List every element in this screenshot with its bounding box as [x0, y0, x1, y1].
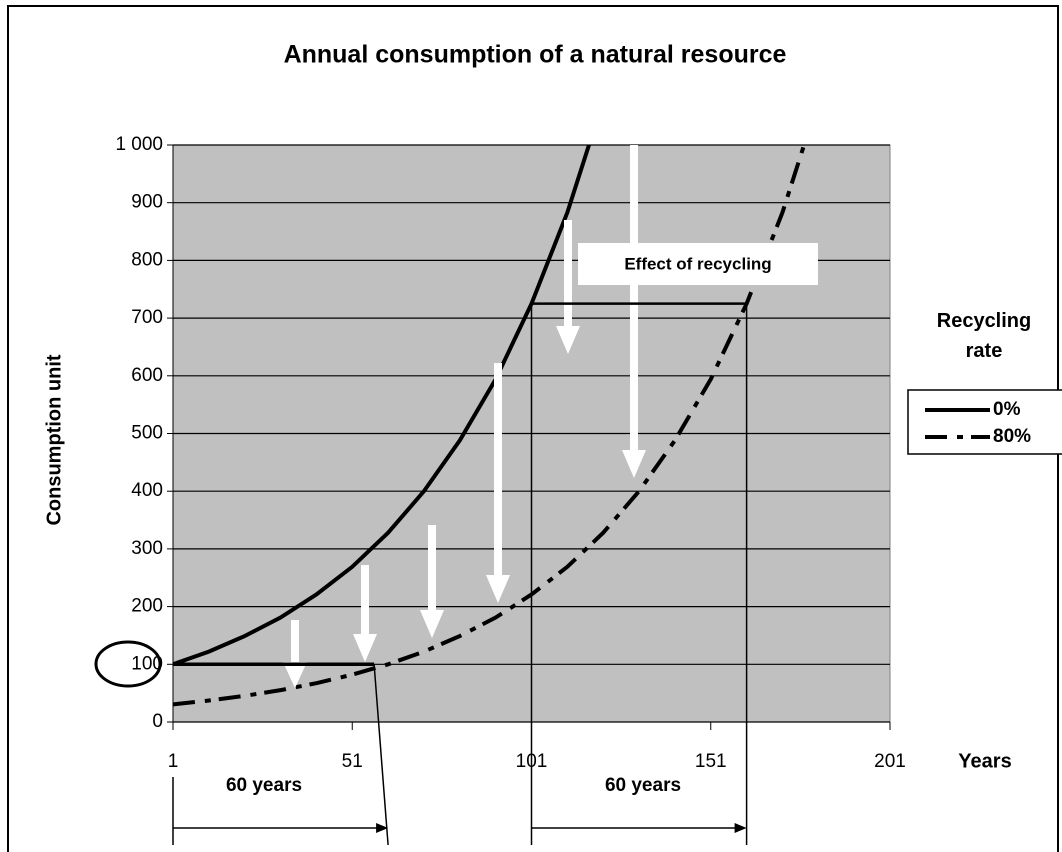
span-arrow-head	[734, 823, 747, 833]
x-tick-label: 1	[168, 751, 179, 772]
y-tick-label: 0	[152, 711, 163, 732]
annotations	[172, 302, 748, 846]
recycling-arrows	[283, 145, 646, 688]
x-tick-label: 201	[874, 751, 906, 772]
highlight-circle	[94, 640, 162, 688]
y-tick-label: 200	[131, 596, 163, 617]
y-tick-label: 700	[131, 307, 163, 328]
y-tick-label: 500	[131, 423, 163, 444]
y-tick-label: 100	[131, 653, 163, 674]
span-arrow-head	[376, 823, 389, 833]
y-tick-label: 400	[131, 480, 163, 501]
legend-label: 80%	[993, 426, 1031, 447]
y-tick-label: 800	[131, 249, 163, 270]
reference-line	[373, 664, 389, 846]
annotation: 60 years	[605, 775, 681, 796]
y-tick-label: 600	[131, 365, 163, 386]
annotation-box	[578, 243, 818, 285]
x-axis-label: Years	[958, 750, 1011, 772]
y-axis-label: Consumption unit	[43, 354, 65, 525]
y-tick-label: 300	[131, 538, 163, 559]
y-tick-label: 1 000	[115, 134, 163, 155]
x-tick-label: 151	[695, 751, 727, 772]
legend-label: 0%	[993, 399, 1021, 420]
annotation: Effect of recycling	[624, 254, 771, 273]
legend-title: Recycling rate	[937, 310, 1031, 362]
x-tick-label: 101	[516, 751, 548, 772]
annotation: 60 years	[226, 775, 302, 796]
x-tick-label: 51	[342, 751, 363, 772]
series-line	[173, 145, 807, 707]
legend-box	[907, 389, 1062, 455]
y-tick-label: 900	[131, 192, 163, 213]
chart-title: Annual consumption of a natural resource	[284, 41, 787, 69]
